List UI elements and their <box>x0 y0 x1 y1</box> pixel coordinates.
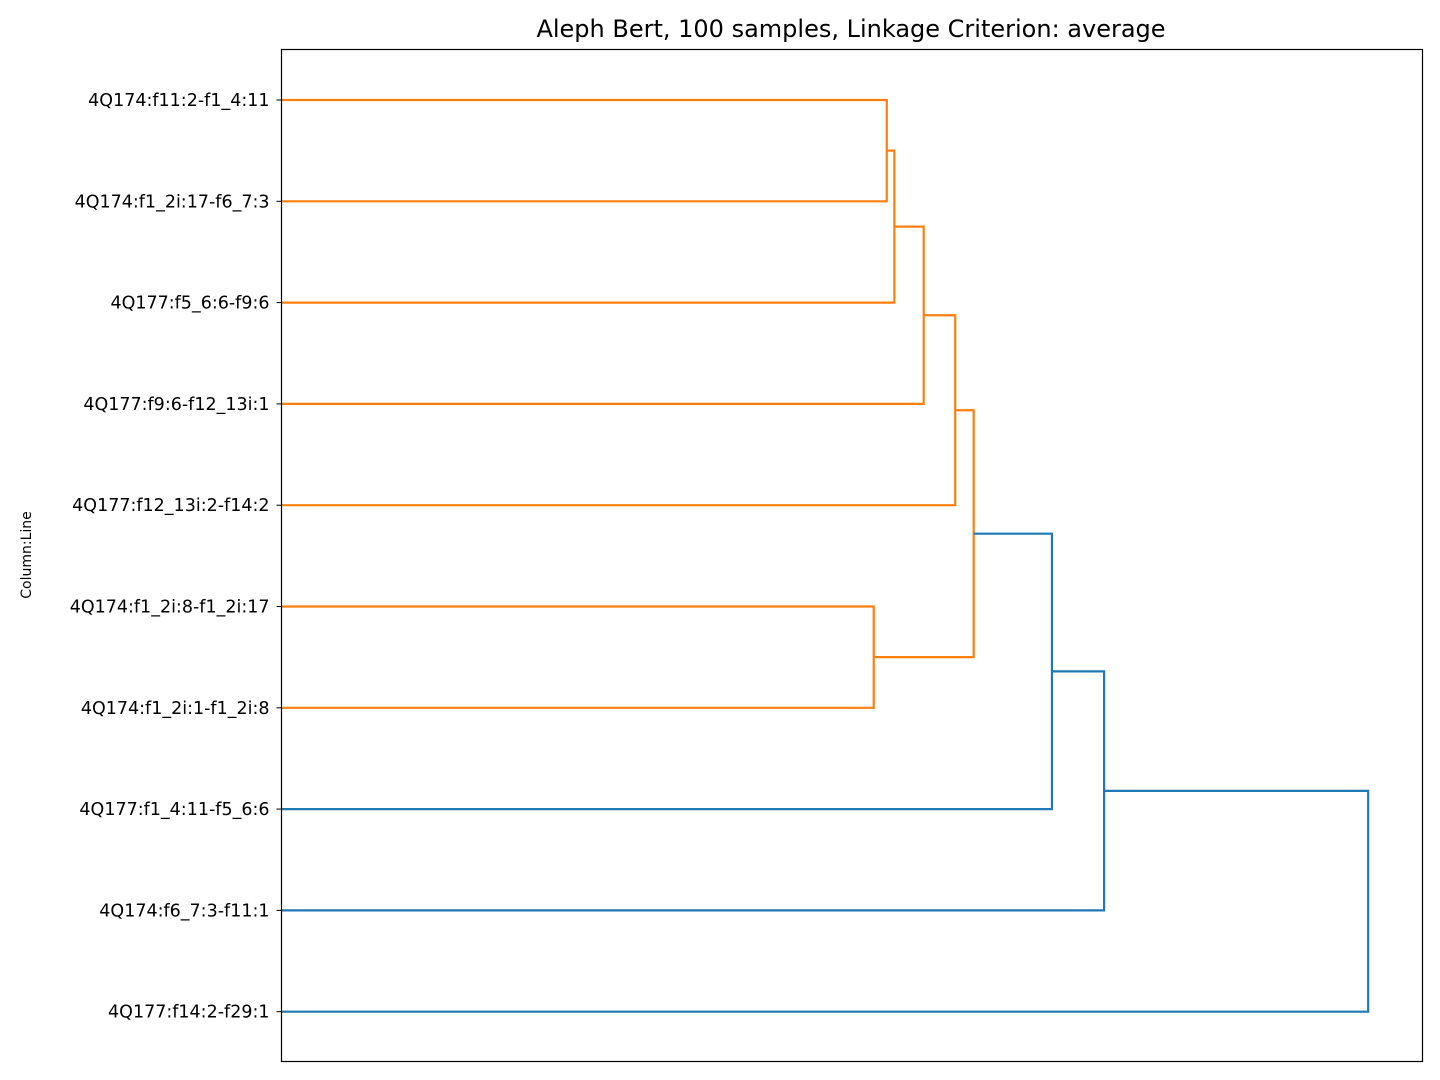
leaf-label: 4Q174:f1_2i:17-f6_7:3 <box>75 192 270 212</box>
dendrogram-link <box>281 605 875 709</box>
dendrogram-link <box>281 314 957 507</box>
leaf-label: 4Q174:f6_7:3-f11:1 <box>99 901 269 921</box>
leaf-label: 4Q174:f1_2i:8-f1_2i:17 <box>70 598 270 618</box>
leaf-label: 4Q177:f1_4:11-f5_6:6 <box>79 800 269 820</box>
dendrogram-link <box>281 789 1370 1013</box>
dendrogram-links <box>281 98 1370 1013</box>
plot-frame <box>280 48 1424 1063</box>
leaf-label: 4Q177:f5_6:6-f9:6 <box>110 294 269 314</box>
leaf-label: 4Q177:f12_13i:2-f14:2 <box>72 496 269 516</box>
leaf-label: 4Q177:f9:6-f12_13i:1 <box>83 395 269 415</box>
y-axis-label: Column:Line <box>19 511 35 599</box>
leaf-label: 4Q177:f14:2-f29:1 <box>108 1003 269 1023</box>
leaf-tick-labels: 4Q174:f11:2-f1_4:11 4Q174:f1_2i:17-f6_7:3… <box>70 91 282 1023</box>
leaf-label: 4Q174:f1_2i:1-f1_2i:8 <box>81 699 270 719</box>
dendrogram-link <box>281 98 888 203</box>
chart-title: Aleph Bert, 100 samples, Linkage Criteri… <box>536 15 1165 43</box>
leaf-label: 4Q174:f11:2-f1_4:11 <box>88 91 269 111</box>
